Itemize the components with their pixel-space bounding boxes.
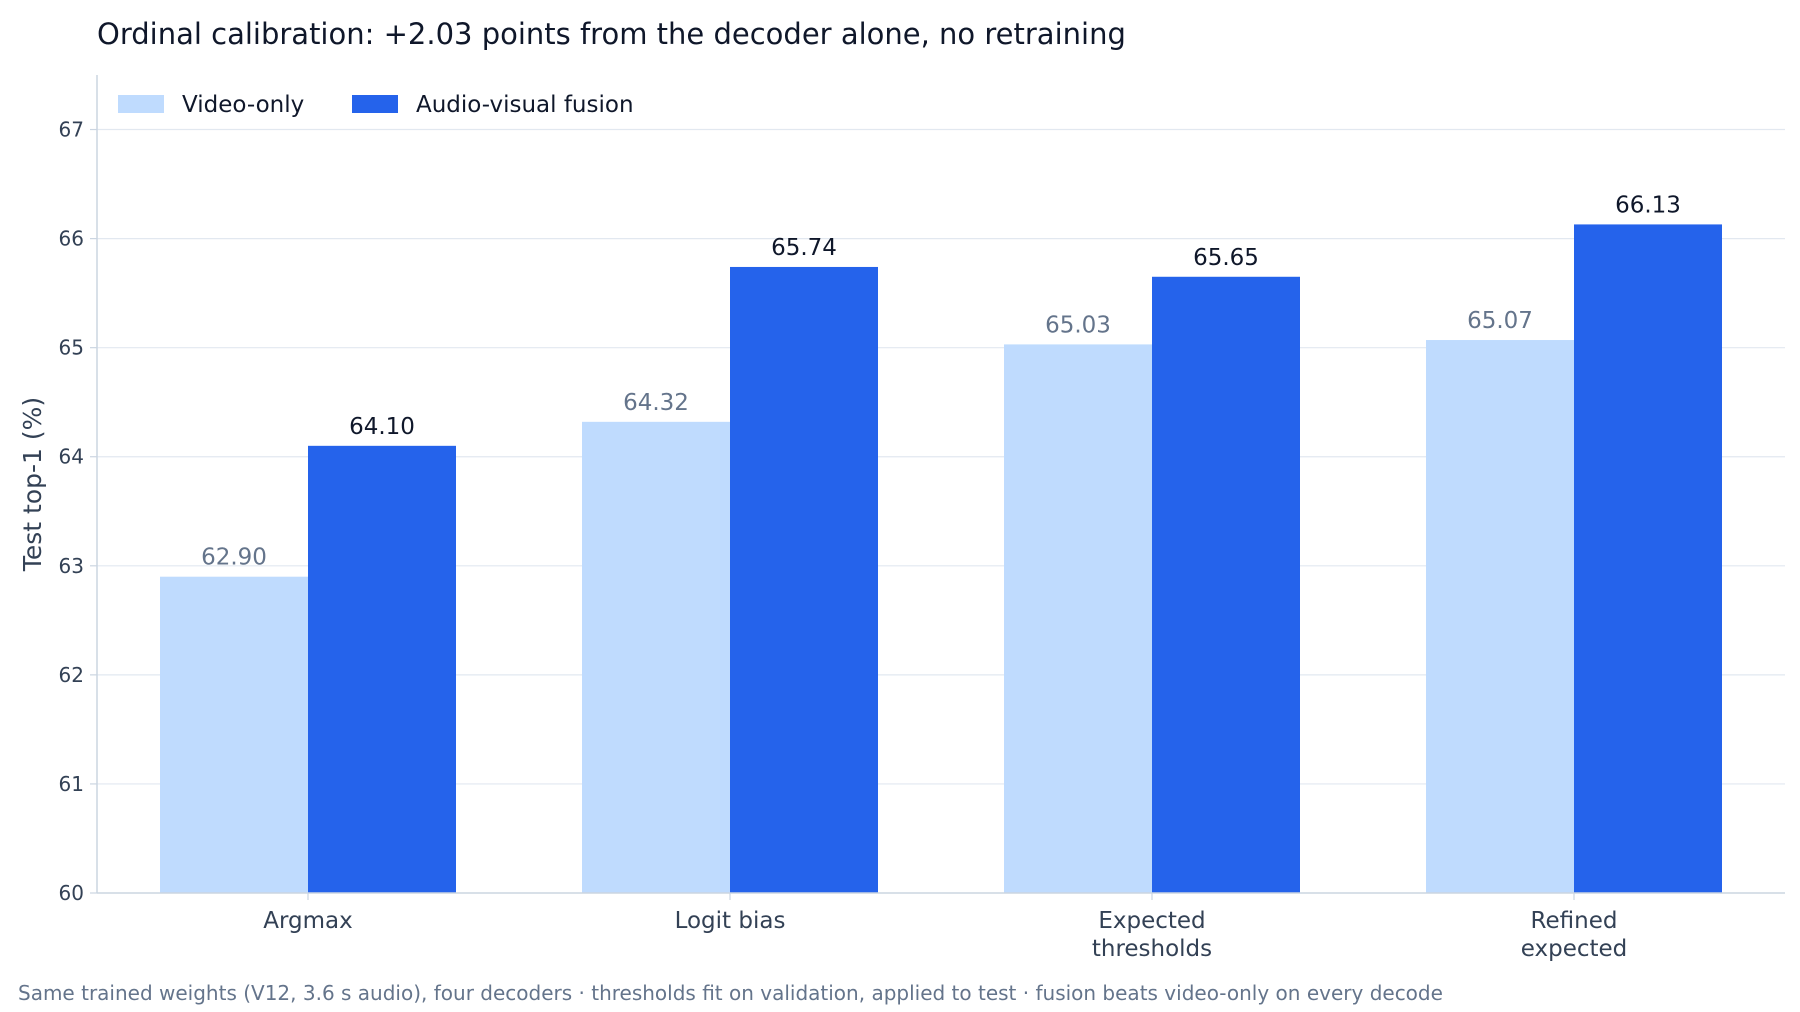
x-tick-label: Argmax — [263, 908, 353, 934]
y-tick-label: 65 — [59, 336, 84, 360]
bars — [160, 224, 1722, 894]
bar-video-only — [582, 421, 730, 893]
y-tick-label: 67 — [59, 118, 84, 142]
legend-swatch — [352, 95, 398, 113]
y-axis-label: Test top-1 (%) — [18, 397, 47, 572]
bar-audio-visual-fusion — [1574, 224, 1722, 893]
bar-value-labels: 62.90 64.10 64.32 65.74 65.03 65.65 65.07 66.13 — [201, 192, 1681, 570]
legend-swatch — [118, 95, 164, 113]
chart-title: Ordinal calibration: +2.03 points from t… — [97, 17, 1126, 51]
bar-value-label: 62.90 — [201, 545, 267, 571]
bar-audio-visual-fusion — [1152, 276, 1300, 894]
y-tick-label: 60 — [59, 881, 84, 905]
legend: Video-only Audio-visual fusion — [118, 92, 634, 118]
bar-video-only — [1004, 344, 1152, 893]
y-tick-label: 62 — [59, 663, 84, 687]
bar-audio-visual-fusion — [308, 445, 456, 893]
x-tick-label: Refined expected — [1521, 908, 1628, 962]
bar-value-label: 66.13 — [1615, 192, 1681, 218]
y-tick-label: 64 — [59, 445, 84, 469]
bar-value-label: 64.32 — [623, 390, 689, 416]
bar-value-label: 65.65 — [1193, 245, 1259, 271]
legend-label: Audio-visual fusion — [416, 92, 634, 118]
x-tick-label: Expected thresholds — [1092, 908, 1212, 962]
legend-label: Video-only — [182, 92, 304, 118]
bar-value-label: 64.10 — [349, 414, 415, 440]
bar-value-label: 65.03 — [1045, 312, 1111, 338]
footnote: Same trained weights (V12, 3.6 s audio),… — [18, 981, 1443, 1005]
bar-audio-visual-fusion — [730, 266, 878, 893]
y-tick-label: 63 — [59, 554, 84, 578]
bar-video-only — [160, 576, 308, 893]
x-tick-label: Logit bias — [675, 908, 786, 934]
bar-value-label: 65.74 — [771, 235, 837, 261]
y-tick-label: 61 — [59, 772, 84, 796]
bar-value-label: 65.07 — [1467, 308, 1533, 334]
axes: 60 61 62 63 64 65 66 67 Argmax Logit bias Expected… — [59, 75, 1785, 962]
y-tick-label: 66 — [59, 227, 84, 251]
bar-video-only — [1426, 340, 1574, 894]
